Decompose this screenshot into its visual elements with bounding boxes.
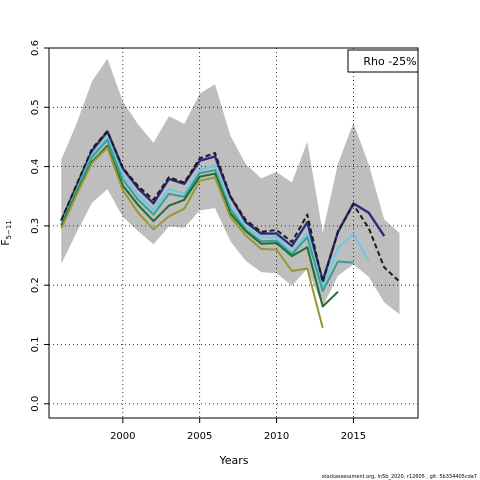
legend-box: Rho -25% [347, 49, 419, 73]
series-line-4 [60, 144, 339, 308]
y-tick-label: 0.5 [30, 99, 41, 115]
series-line-3 [60, 138, 354, 293]
series-layer [60, 130, 401, 329]
series-line-2 [60, 135, 370, 288]
footer-text: stockassessment.org, ln5b_2020, r12605 ,… [322, 474, 477, 480]
y-axis-title: F5−11 [0, 220, 13, 246]
x-tick-label: 2015 [341, 431, 366, 442]
x-tick-label: 2005 [187, 431, 212, 442]
y-tick-label: 0.2 [30, 277, 41, 293]
y-tick-label: 0.3 [30, 218, 41, 234]
y-axis-title-subscript: 5−11 [5, 220, 13, 239]
confidence-band [61, 58, 400, 315]
legend-frame [347, 49, 419, 73]
axis-layer: 2000 2005 2010 2015 0.0 0.1 0.2 0.3 0.4 0.5 0.6 [30, 40, 366, 442]
x-tick-label: 2010 [264, 431, 289, 442]
legend-label: Rho -25% [363, 55, 416, 68]
y-tick-label: 0.1 [30, 337, 41, 353]
series-line-5 [60, 146, 324, 329]
x-tick-label: 2000 [110, 431, 135, 442]
confidence-band-layer [61, 58, 400, 315]
y-tick-label: 0.0 [30, 396, 41, 412]
y-tick-label: 0.6 [30, 40, 41, 56]
y-axis-title-main: F [0, 239, 12, 245]
plot-frame [48, 47, 419, 419]
x-axis-title: Years [218, 454, 248, 467]
y-tick-label: 0.4 [30, 159, 41, 175]
